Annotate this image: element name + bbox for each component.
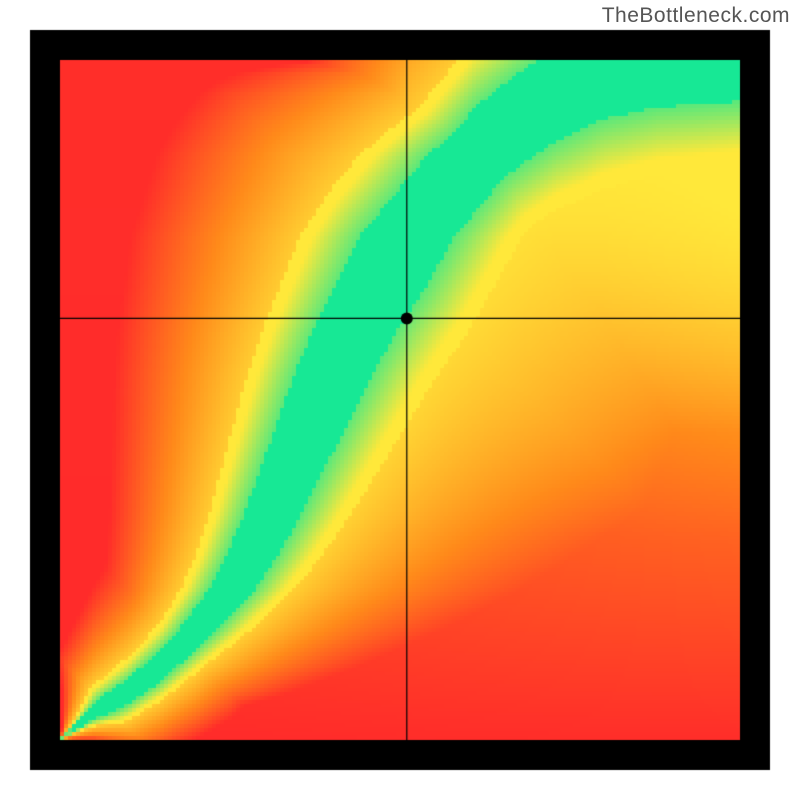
chart-container: TheBottleneck.com (0, 0, 800, 800)
heatmap-canvas (0, 0, 800, 800)
watermark-text: TheBottleneck.com (602, 4, 790, 28)
